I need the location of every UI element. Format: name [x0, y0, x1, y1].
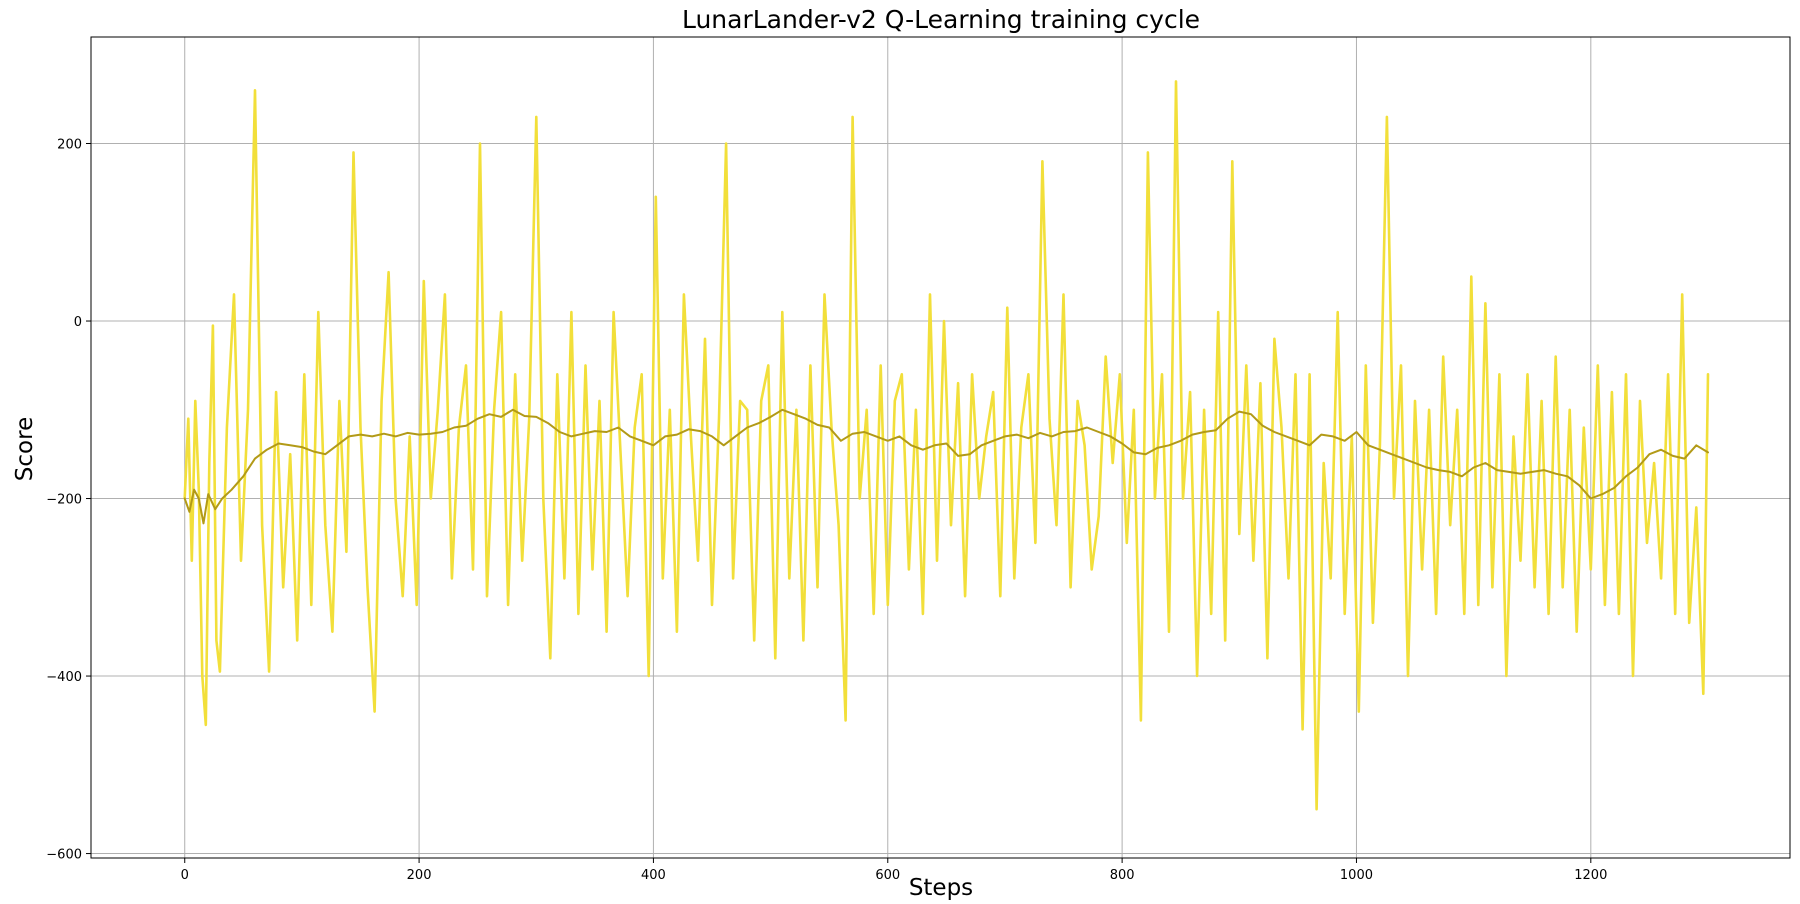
x-tick-label: 200	[407, 868, 432, 883]
raw-score-line	[183, 80, 1710, 811]
x-tick-label: 0	[181, 868, 189, 883]
moving-average-line	[183, 408, 1709, 525]
x-tick-label: 600	[875, 868, 900, 883]
ticks: 0 200 400 600 800 1000 1200 −600 −400 −200 0 200	[46, 138, 1607, 883]
y-tick-label: −600	[46, 848, 82, 863]
y-axis-title: Score	[12, 417, 38, 481]
x-axis-title: Steps	[909, 875, 973, 900]
y-tick-label: 200	[57, 138, 82, 153]
y-tick-label: −200	[46, 493, 82, 508]
x-tick-label: 1000	[1340, 868, 1373, 883]
x-tick-label: 400	[641, 868, 666, 883]
x-tick-label: 800	[1110, 868, 1135, 883]
series-layer	[183, 80, 1710, 811]
y-tick-label: −400	[46, 670, 82, 685]
plot-frame	[90, 36, 1791, 859]
x-tick-label: 1200	[1574, 868, 1607, 883]
y-tick-label: 0	[74, 315, 82, 330]
chart-title: LunarLander-v2 Q-Learning training cycle	[682, 5, 1200, 34]
